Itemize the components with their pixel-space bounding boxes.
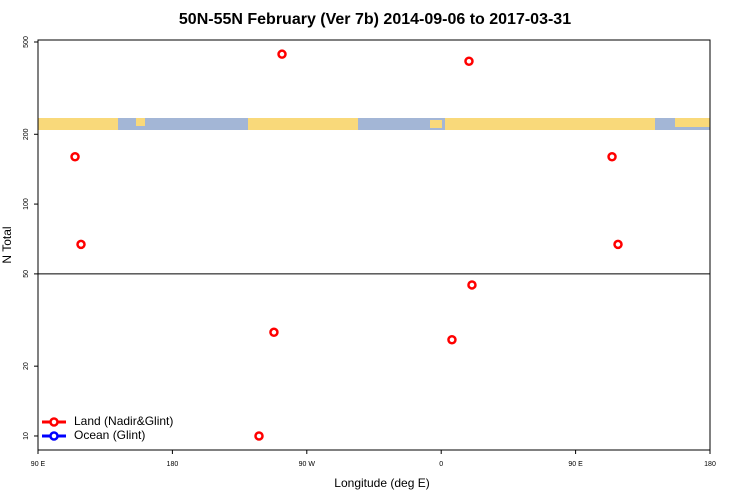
legend-label: Land (Nadir&Glint)	[74, 414, 173, 428]
x-tick-label: 180	[704, 461, 716, 468]
data-point	[613, 239, 623, 250]
y-tick-label: 100	[23, 198, 30, 210]
x-tick-label: 0	[439, 461, 443, 468]
data-point	[76, 239, 86, 250]
map-strip	[38, 118, 710, 130]
y-tick-label: 20	[23, 362, 30, 370]
data-point	[70, 151, 80, 162]
x-tick-label: 90 E	[568, 461, 583, 468]
legend-marker	[49, 431, 59, 441]
legend-label: Ocean (Glint)	[74, 428, 145, 442]
data-point	[269, 327, 279, 338]
data-point	[277, 49, 287, 59]
x-axis-label: Longitude (deg E)	[334, 476, 429, 490]
data-point	[467, 280, 477, 290]
x-tick-label: 90 E	[31, 461, 46, 468]
y-axis-label: N Total	[0, 226, 14, 263]
y-tick-label: 500	[23, 36, 30, 48]
y-tick-label: 10	[23, 432, 30, 440]
legend-marker	[49, 417, 59, 427]
data-point	[447, 334, 457, 345]
data-point	[464, 56, 474, 66]
plot-frame	[37, 39, 711, 451]
chart-title: 50N-55N February (Ver 7b) 2014-09-06 to …	[179, 11, 571, 28]
x-tick-label: 180	[167, 461, 179, 468]
data-point	[254, 431, 264, 441]
y-tick-label: 200	[23, 128, 30, 140]
y-tick-label: 50	[23, 270, 30, 278]
data-point	[607, 151, 617, 162]
x-tick-label: 90 W	[299, 461, 316, 468]
